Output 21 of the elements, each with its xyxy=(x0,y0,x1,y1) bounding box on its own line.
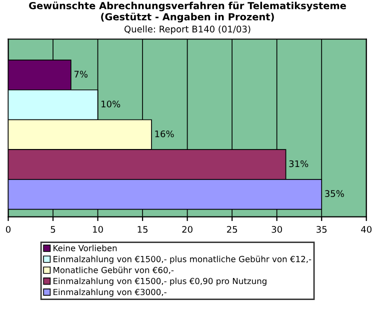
legend-label: Einmalzahlung von €3000,- xyxy=(54,288,166,297)
x-tick-label: 25 xyxy=(226,226,238,233)
data-label: 35% xyxy=(325,190,344,198)
x-tick-label: 20 xyxy=(182,226,192,233)
x-tick-label: 35 xyxy=(316,226,327,233)
legend-label: Keine Vorlieben xyxy=(54,244,117,252)
legend-label: Einmalzahlung von €1500,- plus €0,90 pro Nutzung xyxy=(54,278,266,286)
data-label: 16% xyxy=(155,130,174,138)
legend-label: Einmalzahlung von €1500,- plus monatliche Gebühr von €12,- xyxy=(54,256,312,264)
x-tick-label: 5 xyxy=(50,226,56,233)
x-tick-label: 30 xyxy=(272,226,282,233)
x-tick-label: 10 xyxy=(93,226,103,233)
legend-label: Monatliche Gebühr von €60,- xyxy=(54,266,174,274)
data-label: 7% xyxy=(74,70,88,78)
x-tick-label: 0 xyxy=(6,226,11,233)
data-label: 10% xyxy=(102,100,120,108)
x-tick-label: 15 xyxy=(138,226,148,233)
chart-subtitle: Quelle: Report B140 (01/03) xyxy=(124,25,250,34)
chart-title: Gewünschte Abrechnungsverfahren für Telematiksysteme (Gestützt - Angaben in Prozent) xyxy=(29,2,346,22)
data-label: 31% xyxy=(289,160,308,168)
x-tick-label: 40 xyxy=(361,226,372,233)
